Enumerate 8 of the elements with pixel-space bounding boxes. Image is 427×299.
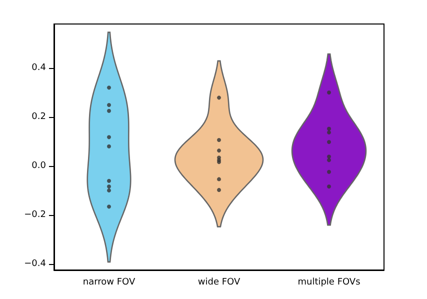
y-tick-label: 0.2 — [32, 112, 46, 122]
x-tick-label: narrow FOV — [82, 278, 136, 288]
x-tick-label: wide FOV — [198, 278, 241, 288]
y-tick-label: −0.2 — [24, 210, 46, 220]
x-tick-label: multiple FOVs — [298, 278, 361, 288]
y-tick-label: 0.4 — [32, 63, 46, 74]
y-tick-label: 0.0 — [32, 160, 46, 171]
y-tick-label: −0.4 — [24, 258, 46, 269]
